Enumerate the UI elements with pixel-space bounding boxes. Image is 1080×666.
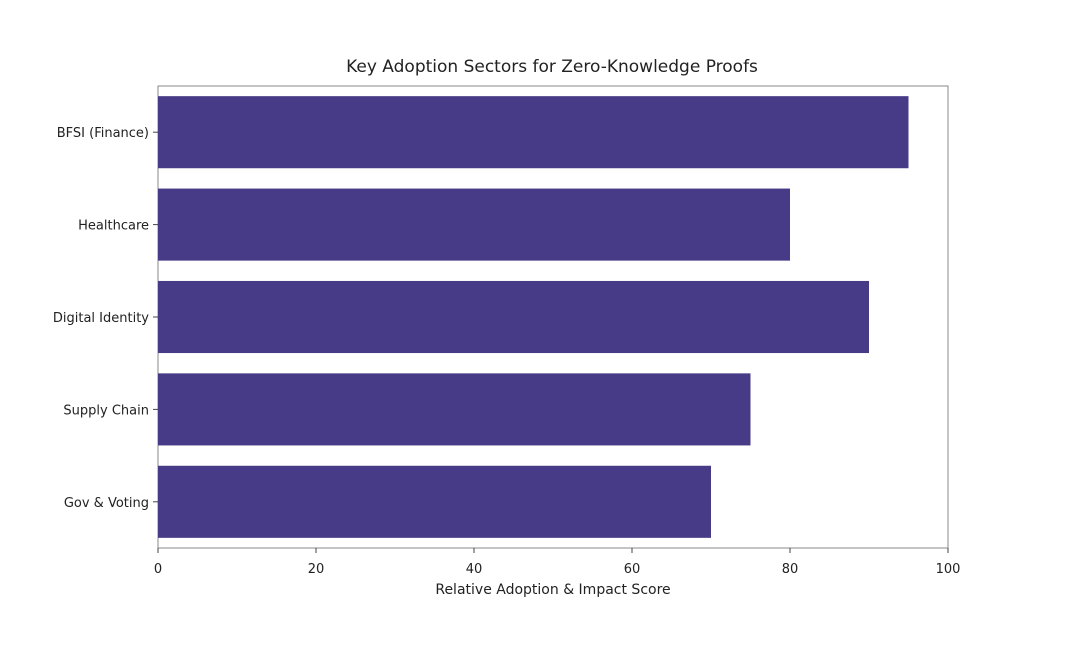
x-tick-label-80: 80 [782, 562, 799, 577]
bar-healthcare [158, 188, 790, 261]
x-axis: 0 20 40 60 80 100 [154, 548, 961, 577]
bar-digital-identity [158, 280, 869, 354]
y-tick-label-digital-identity: Digital Identity [53, 311, 149, 326]
bar-gov-voting [158, 465, 711, 538]
y-tick-label-bfsi-finance: BFSI (Finance) [57, 126, 149, 141]
x-tick-label-0: 0 [154, 562, 162, 577]
bar-bfsi-finance [158, 96, 909, 169]
x-tick-label-20: 20 [308, 562, 325, 577]
x-tick-label-60: 60 [624, 562, 641, 577]
chart-title: Key Adoption Sectors for Zero-Knowledge … [346, 57, 758, 77]
y-tick-label-healthcare: Healthcare [78, 219, 149, 234]
y-tick-label-supply-chain: Supply Chain [63, 403, 149, 418]
x-tick-label-100: 100 [936, 562, 961, 577]
bars-layer [158, 96, 909, 538]
x-axis-label: Relative Adoption & Impact Score [435, 582, 670, 598]
y-tick-label-gov-voting: Gov & Voting [64, 496, 149, 511]
bar-supply-chain [158, 373, 751, 446]
y-axis: BFSI (Finance) Healthcare Digital Identity… [53, 126, 158, 511]
x-tick-label-40: 40 [466, 562, 483, 577]
